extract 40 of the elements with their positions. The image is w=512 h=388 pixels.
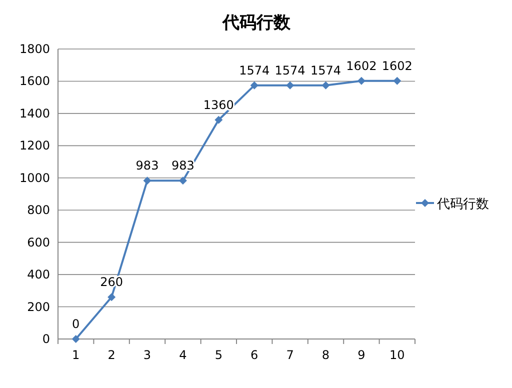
x-tick-label: 4 [179,348,187,362]
y-tick-label: 1200 [19,138,50,153]
point [143,176,152,185]
data-label: 1602 [382,58,412,73]
y-tick-label: 200 [27,300,50,314]
y-tick-label: 1000 [19,170,50,185]
y-tick-label: 600 [27,235,50,250]
chart-title: 代码行数 [222,13,292,33]
y-tick-label: 0 [42,332,50,346]
y-tick-label: 1600 [19,74,50,88]
point [108,293,116,302]
y-tick-label: 1800 [19,42,50,56]
x-tick-label: 1 [72,348,80,362]
data-label: 1574 [239,63,270,78]
y-tick-label: 800 [27,203,50,218]
point [357,76,366,85]
point [214,116,223,124]
y-tick-label: 400 [27,268,50,282]
x-tick-label: 5 [214,348,222,362]
legend-label: 代码行数 [436,197,489,212]
point [286,81,294,90]
data-label: 983 [136,158,159,173]
point [250,81,258,90]
data-label: 1574 [274,63,306,78]
x-tick-label: 9 [358,348,366,362]
x-tick-label: 6 [250,348,258,362]
data-label: 1574 [310,63,342,78]
x-tick-label: 8 [322,348,330,362]
x-tick-label: 10 [390,348,405,362]
y-tick-label: 1400 [19,106,50,120]
point [393,76,402,85]
x-tick-label: 2 [108,348,116,362]
x-tick-label: 3 [143,348,152,362]
x-tick-label: 7 [286,348,294,362]
data-label: 1602 [346,58,377,73]
point [72,335,80,343]
point [322,81,330,90]
point [178,176,187,185]
data-label: 0 [72,317,80,331]
data-label: 1360 [203,98,234,112]
